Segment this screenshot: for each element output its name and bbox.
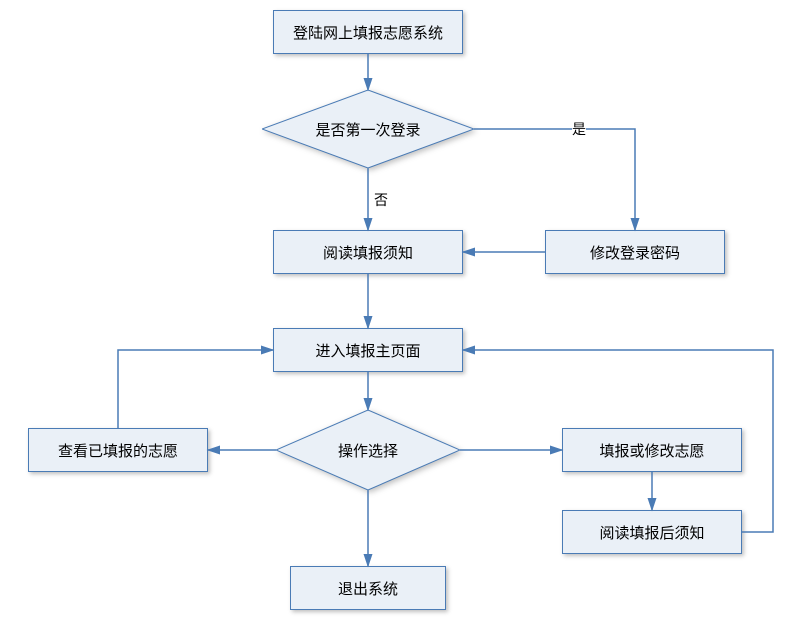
edge-readafter-mainpage [463,350,773,532]
edges-layer [0,0,810,632]
edge-firsttime-changepw [474,129,635,230]
edge-label-no: 否 [374,190,388,210]
edge-label-yes: 是 [572,119,586,139]
edge-viewfilled-mainpage [118,350,273,428]
